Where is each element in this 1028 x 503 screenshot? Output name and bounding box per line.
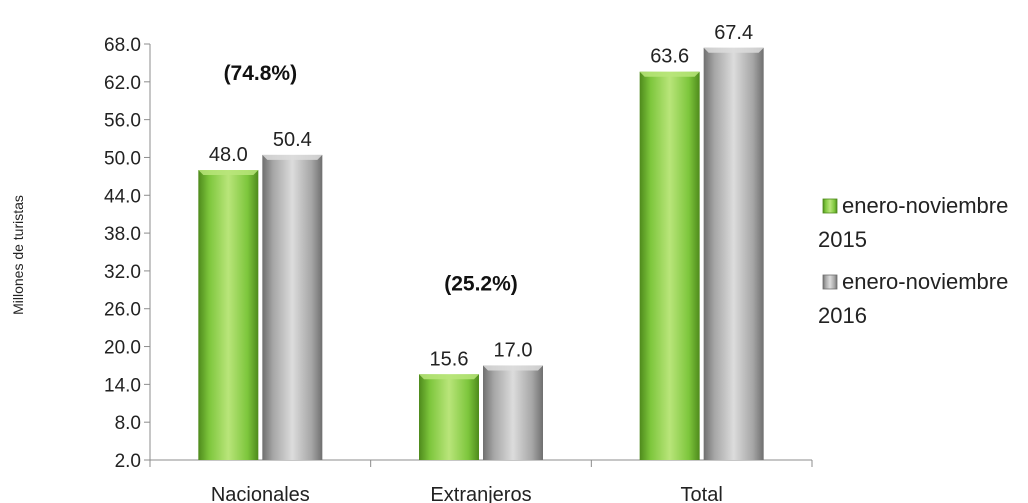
legend-label: 2015 [818,227,867,252]
bar [483,365,543,460]
bars [198,47,764,460]
bar-bevel [198,170,259,176]
data-label: 17.0 [494,339,533,361]
data-label: 50.4 [273,129,312,151]
legend: enero-noviembre 2015 enero-noviembre 2016 [818,193,1008,328]
legend-item: enero-noviembre 2016 [818,269,1008,328]
x-category-label: Nacionales [211,484,310,503]
bar-body [262,154,323,460]
bar-body [639,71,700,460]
bar-bevel [703,47,764,53]
axes: 2.0 8.0 14.0 20.0 26.0 32.0 38.0 44.0 50.0 56.0 62… [104,35,813,503]
y-tick-label: 14.0 [104,375,141,396]
legend-swatch [822,198,838,214]
data-labels: 48.0 50.4 15.6 17.0 63.6 67.4 (74.8%) (25.2%) [209,22,753,370]
bar-bevel [483,365,543,371]
legend-label: 2016 [818,303,867,328]
bar-body [419,374,479,460]
y-tick-label: 68.0 [104,35,141,56]
bar [262,154,323,460]
bar-body [703,47,764,460]
y-tick-label: 26.0 [104,300,141,321]
bar-body [198,170,259,460]
bar-bevel [639,71,700,77]
bar-bevel [262,154,323,160]
y-tick-label: 8.0 [115,413,141,434]
y-tick-label: 20.0 [104,338,141,359]
bar [703,47,764,460]
data-label: 48.0 [209,144,248,166]
y-axis-label: Millones de turistas [10,195,26,315]
data-label: 67.4 [714,22,753,44]
y-tick-label: 50.0 [104,148,141,169]
legend-swatch [822,274,838,290]
y-tick-label: 32.0 [104,262,141,283]
legend-label: enero-noviembre [842,269,1008,294]
bar-bevel [419,374,479,380]
y-tick-label: 62.0 [104,73,141,94]
y-tick-label: 38.0 [104,224,141,245]
bar [198,170,259,460]
y-tick-label: 44.0 [104,186,141,207]
y-tick-label: 56.0 [104,111,141,132]
data-label: 15.6 [430,348,469,370]
data-label: 63.6 [650,46,689,68]
legend-label: enero-noviembre [842,193,1008,218]
share-annotation: (74.8%) [224,62,298,85]
bar [639,71,700,460]
bar-body [483,365,543,460]
legend-item: enero-noviembre 2015 [818,193,1008,252]
share-annotation: (25.2%) [444,272,518,295]
x-category-label: Total [681,484,723,503]
bar [419,374,479,460]
y-tick-label: 2.0 [115,451,141,472]
x-category-label: Extranjeros [430,484,531,503]
